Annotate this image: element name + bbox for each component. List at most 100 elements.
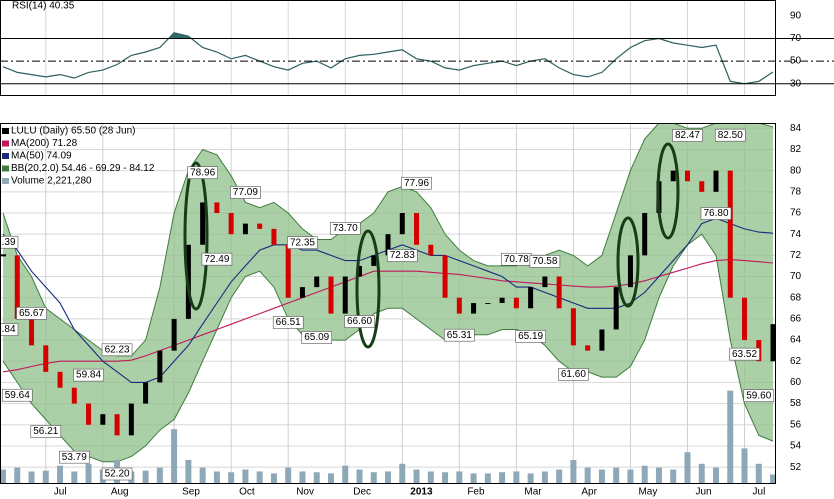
legend-label: MA(50) 74.09	[11, 151, 72, 162]
price-label-box	[301, 331, 333, 344]
candle	[599, 329, 605, 351]
volume-bar	[598, 469, 605, 483]
x-tick-label: Aug	[111, 487, 129, 498]
candle	[128, 403, 134, 436]
volume-bar	[14, 467, 21, 483]
legend-swatch	[2, 178, 9, 184]
price-label-box	[714, 128, 746, 142]
volume-bar	[42, 470, 49, 483]
price-label: 66.60	[347, 316, 372, 327]
y-tick-label: 78	[790, 186, 802, 197]
candle	[713, 170, 719, 192]
rsi-plot	[2, 0, 774, 95]
candle	[43, 345, 49, 372]
price-label-box	[401, 176, 432, 190]
price-label-box	[1, 388, 33, 402]
candle	[471, 303, 477, 314]
circle	[355, 229, 381, 349]
candle	[684, 170, 690, 182]
candle	[228, 213, 234, 235]
volume-bar	[285, 467, 292, 483]
volume-bar	[755, 463, 762, 483]
candle	[642, 213, 648, 256]
candle	[285, 244, 291, 298]
volume-bar	[399, 463, 406, 483]
volume-bar	[370, 472, 377, 483]
volume-bar	[770, 474, 775, 483]
y-tick-label: 70	[790, 271, 802, 282]
price-label-box	[101, 343, 133, 357]
y-tick-label: 72	[790, 250, 802, 261]
x-tick-label: Feb	[467, 487, 485, 498]
price-label-box	[287, 236, 318, 249]
price-label-box	[187, 166, 218, 179]
x-tick-label: Jun	[695, 487, 711, 498]
candle	[242, 223, 248, 235]
volume-bar	[256, 471, 263, 483]
volume-bar	[385, 471, 392, 483]
volume-bar	[584, 467, 591, 483]
candle	[299, 287, 305, 298]
x-tick-label: Jul	[54, 487, 67, 498]
candle	[143, 382, 149, 404]
candle	[328, 276, 334, 314]
legend-label: LULU (Daily) 65.50 (28 Jun)	[11, 126, 136, 137]
legend-label: MA(200) 71.28	[11, 138, 78, 149]
volume-bar	[299, 471, 306, 483]
volume-bar	[727, 390, 734, 483]
candle	[742, 297, 748, 341]
price-label-box	[272, 316, 304, 329]
volume-bar	[85, 463, 92, 483]
candle	[542, 276, 548, 288]
price-label-box	[672, 129, 703, 142]
price-label: 61.60	[561, 369, 586, 380]
candle	[485, 303, 491, 304]
volume-bar	[456, 471, 463, 483]
volume-bar	[698, 463, 705, 483]
price-label-box	[700, 207, 732, 220]
price-label: 66.51	[276, 317, 301, 328]
price-label: 73.70	[333, 223, 358, 234]
candle	[442, 255, 448, 298]
candle	[456, 297, 462, 314]
price-label: 65.84	[0, 324, 16, 335]
price-label: 59.84	[76, 370, 101, 381]
price-label: 56.21	[33, 426, 58, 437]
price-label-box	[73, 368, 104, 382]
price-label: 76.80	[703, 208, 728, 219]
price-label: 63.52	[732, 349, 757, 360]
price-label: 59.60	[746, 390, 771, 401]
volume-bar	[741, 448, 748, 483]
candle	[71, 387, 77, 404]
volume-bar	[327, 473, 334, 483]
price-label-box	[444, 328, 475, 342]
x-tick-label: Apr	[581, 487, 597, 498]
volume-bar	[213, 471, 220, 483]
volume-bar	[684, 452, 691, 483]
price-label: 65.09	[304, 332, 329, 343]
price-label-box	[515, 330, 546, 343]
candle	[57, 371, 63, 388]
x-tick-label: Oct	[239, 487, 255, 498]
price-label-box	[0, 235, 19, 249]
y-tick-label: 68	[790, 292, 802, 303]
price-label-box	[529, 255, 561, 268]
candle	[200, 202, 206, 245]
candle	[613, 287, 619, 330]
candle	[513, 297, 519, 309]
candle	[171, 318, 177, 351]
price-plot	[0, 123, 775, 483]
y-tick-label: 64	[790, 335, 802, 346]
volume-bar	[713, 467, 719, 483]
volume-bar	[185, 459, 192, 483]
volume-bar	[484, 473, 491, 483]
legend-label: BB(20,2.0) 54.46 - 69.29 - 84.12	[11, 163, 155, 174]
y-tick-label: 80	[790, 165, 802, 176]
candle	[670, 170, 676, 182]
price-label-box	[16, 307, 47, 320]
candle	[100, 414, 106, 425]
volume-bar	[199, 467, 206, 483]
circle	[656, 142, 680, 240]
y-tick-label: 84	[790, 123, 802, 134]
